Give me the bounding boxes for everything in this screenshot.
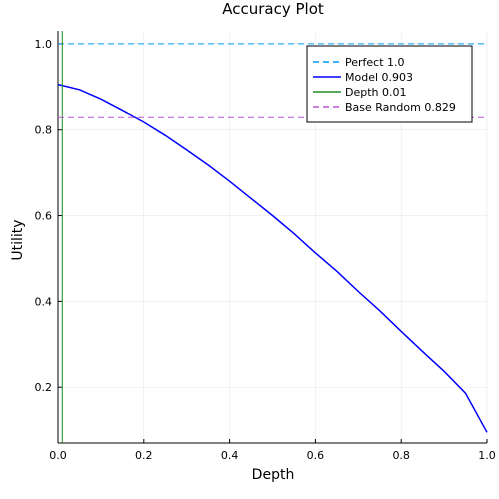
chart-title: Accuracy Plot [222,0,324,18]
legend-label: Perfect 1.0 [345,56,405,69]
x-tick-label: 0.6 [307,449,325,462]
x-tick-label: 0.4 [221,449,239,462]
y-axis-label: Utility [10,219,26,260]
y-tick-label: 0.8 [35,124,53,137]
x-tick-label: 0.0 [49,449,67,462]
y-tick-label: 1.0 [35,38,53,51]
y-tick-label: 0.2 [35,381,53,394]
x-axis-label: Depth [252,467,295,483]
legend-label: Model 0.903 [345,71,413,84]
legend: Perfect 1.0 Model 0.903 Depth 0.01 Base Ran… [307,46,472,122]
x-tick-label: 1.0 [478,449,496,462]
series-line [58,85,487,433]
legend-label: Depth 0.01 [345,86,407,99]
y-tick-label: 0.4 [35,295,53,308]
x-tick-label: 0.2 [135,449,153,462]
legend-label: Base Random 0.829 [345,101,456,114]
x-tick-label: 0.8 [392,449,410,462]
y-tick-label: 0.6 [35,210,53,223]
